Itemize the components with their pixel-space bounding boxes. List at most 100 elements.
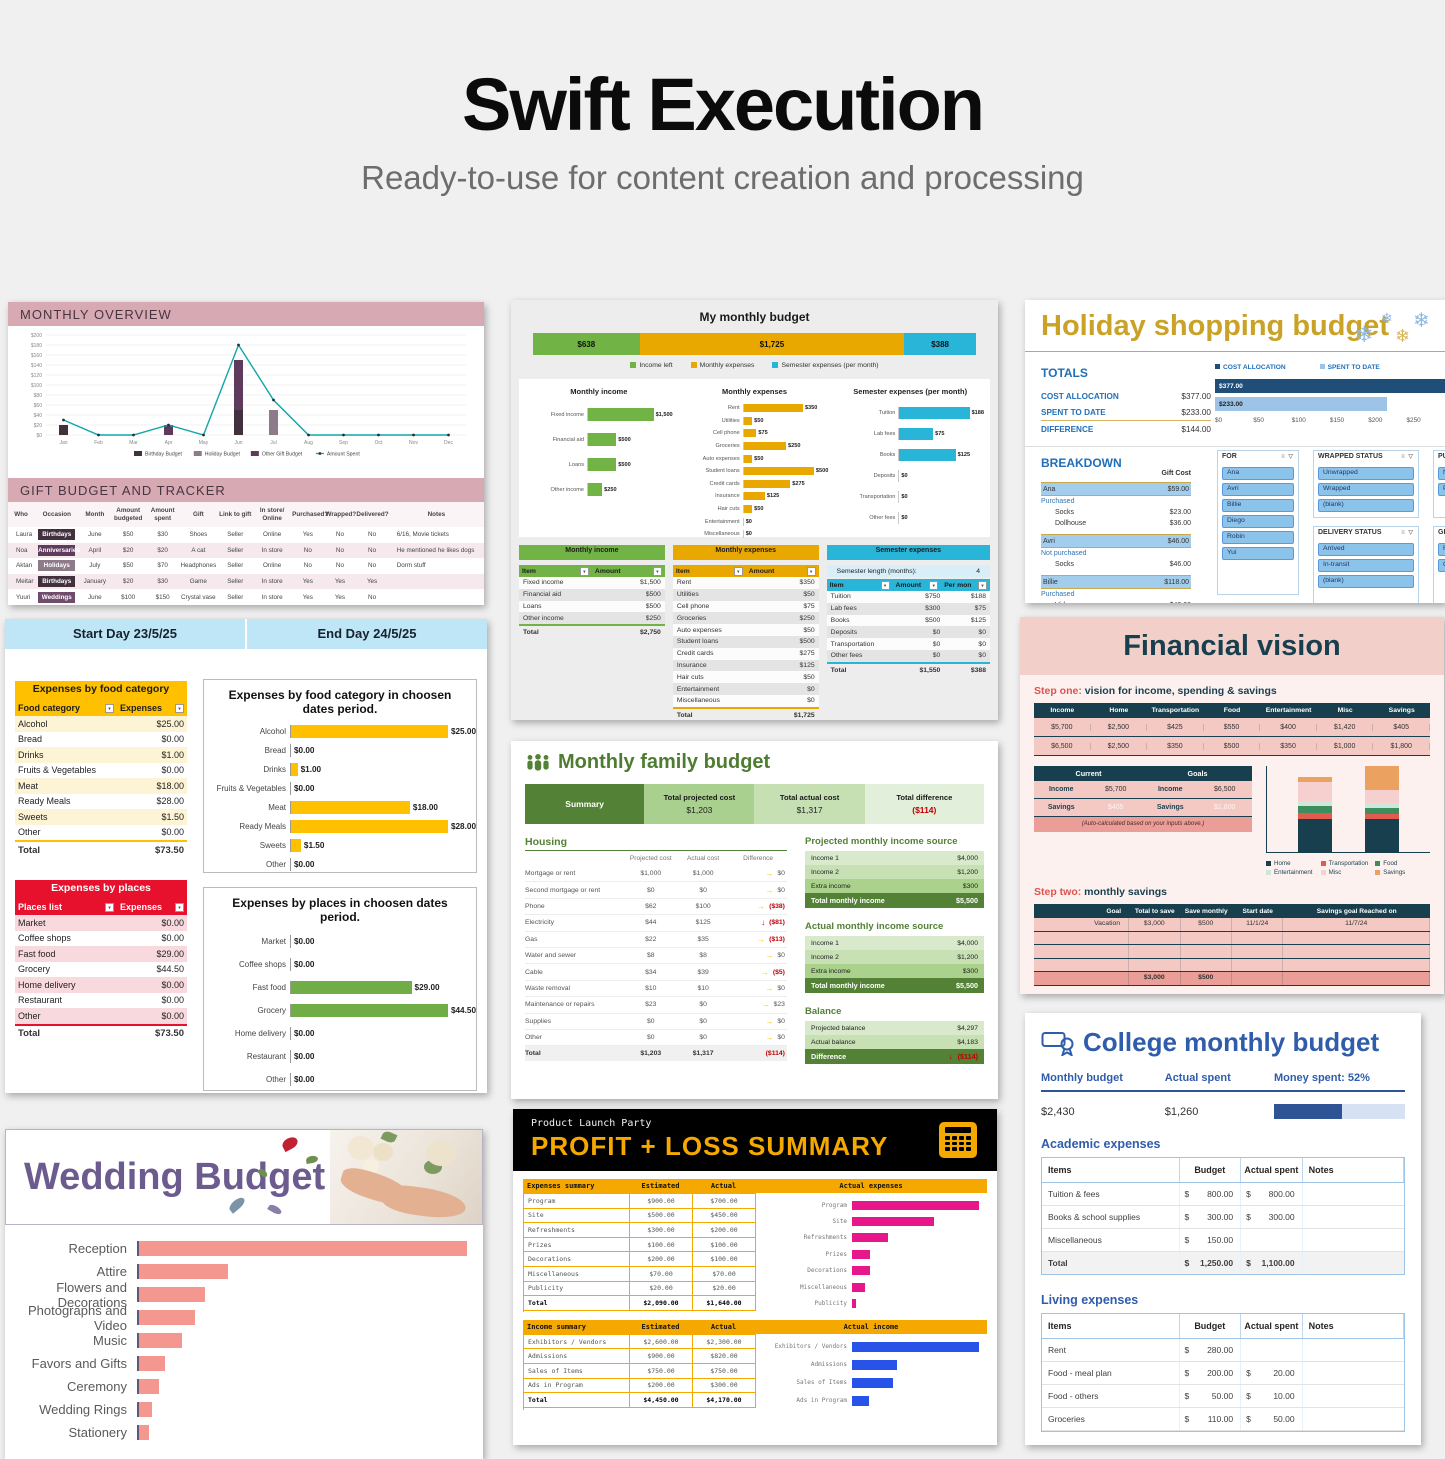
cell-who: Meitar bbox=[8, 578, 34, 585]
income-row: Extra income$300 bbox=[805, 964, 984, 978]
cell: $3,000 bbox=[1129, 918, 1180, 931]
bar bbox=[899, 407, 969, 419]
bar-row: Prizes bbox=[756, 1246, 987, 1262]
chart-rows: Rent $350 Utilities $50 Cell phone $75 G… bbox=[681, 402, 829, 541]
financial-vision-panel: Financial vision Step one: vision for in… bbox=[1020, 617, 1444, 994]
bar bbox=[588, 483, 602, 496]
filter-dropdown-icon[interactable]: ▾ bbox=[175, 704, 184, 713]
petal-decoration bbox=[280, 1135, 299, 1152]
filter-dropdown-icon[interactable]: ▾ bbox=[105, 704, 114, 713]
filter-dropdown-icon[interactable]: ▾ bbox=[653, 567, 662, 576]
gift-combo-chart: $0$20$40$60$80$100$120$140$160$180$200Ja… bbox=[16, 327, 476, 473]
cell-spent: $150 bbox=[146, 594, 179, 601]
total-row: Total$1,550$388 bbox=[827, 662, 990, 677]
bar bbox=[139, 1333, 182, 1348]
slicer-item[interactable]: Robin bbox=[1222, 531, 1294, 544]
money-spent-progress-bar bbox=[1274, 1104, 1405, 1119]
spent-to-date-bar: $233.00 bbox=[1215, 397, 1387, 411]
cell-notes: 6/16, Movie tickets bbox=[389, 531, 484, 538]
gift-link[interactable]: Seller bbox=[217, 562, 253, 569]
bar-segment bbox=[1365, 819, 1399, 852]
expenses-table: Program$900.00$700.00 Site$500.00$450.00… bbox=[523, 1193, 756, 1312]
gift-link[interactable]: Seller bbox=[217, 594, 253, 601]
slicer-item[interactable]: Avri bbox=[1222, 483, 1294, 496]
legend-item: Entertainment bbox=[1266, 869, 1321, 876]
bar-row: Financial aid $500 bbox=[525, 427, 673, 452]
pnl-header: Product Launch Party PROFIT + LOSS SUMMA… bbox=[513, 1109, 997, 1171]
filter-dropdown-icon[interactable]: ▾ bbox=[881, 581, 890, 590]
cell-budgeted: $50 bbox=[110, 531, 146, 538]
column-header: Wrapped? bbox=[324, 509, 355, 521]
gift-link[interactable]: Seller bbox=[217, 531, 253, 538]
academic-expenses-heading: Academic expenses bbox=[1041, 1137, 1405, 1151]
svg-text:$20: $20 bbox=[34, 423, 43, 429]
budget-overview-stacked-bar: $638$1,725$388 bbox=[533, 333, 976, 355]
filter-dropdown-icon[interactable]: ▾ bbox=[807, 567, 816, 576]
bar-row: Loans $500 bbox=[525, 452, 673, 477]
slicer-item[interactable]: Fa bbox=[1438, 543, 1445, 556]
table-row: Water and sewer $8 $8 $0 bbox=[525, 948, 787, 964]
filter-dropdown-icon[interactable]: ▾ bbox=[580, 567, 589, 576]
bar-row: Admissions bbox=[756, 1356, 987, 1374]
category-chart-panel: Expenses by food category in choosen dat… bbox=[203, 679, 477, 873]
slicer-item[interactable]: Wrapped bbox=[1318, 483, 1414, 496]
slicer-item[interactable]: Ge bbox=[1438, 559, 1445, 572]
breakdown-row: Not purchased bbox=[1041, 548, 1191, 559]
bar-row: Market $0.00 bbox=[204, 930, 476, 953]
filter-dropdown-icon[interactable]: ▾ bbox=[734, 567, 743, 576]
total-row: Total$4,450.00$4,170.00 bbox=[524, 1393, 756, 1408]
breakdown-row: Socks$23.00 bbox=[1041, 507, 1191, 518]
slicer-item[interactable]: (blank) bbox=[1318, 575, 1414, 588]
slicer-tools-icon[interactable]: ≡ ▽ bbox=[1401, 529, 1414, 540]
slicer-item[interactable]: (blank) bbox=[1318, 499, 1414, 512]
table-row: Exhibitors / Vendors$2,600.00$2,300.00 bbox=[524, 1335, 756, 1350]
gift-link[interactable]: Seller bbox=[217, 547, 253, 554]
slicer-item[interactable]: Arrived bbox=[1318, 543, 1414, 556]
bar-row: Grocery $44.50 bbox=[204, 999, 476, 1022]
summary-difference: Total difference ($114) bbox=[865, 784, 984, 824]
axis-tick: $200 bbox=[1368, 417, 1382, 424]
actual-spent-header: Actual spent bbox=[1165, 1072, 1274, 1084]
bar bbox=[744, 505, 752, 513]
cell bbox=[1232, 972, 1283, 985]
total-row: Total$73.50 bbox=[15, 840, 187, 858]
breakdown-heading: BREAKDOWN bbox=[1041, 456, 1191, 470]
slicer-tools-icon[interactable]: ≡ ▽ bbox=[1281, 453, 1294, 464]
gift-link[interactable]: Seller bbox=[217, 578, 253, 585]
axis-tick: $50 bbox=[1253, 417, 1264, 424]
cell-delivered: No bbox=[355, 594, 388, 601]
bar bbox=[744, 404, 803, 412]
slicer-item[interactable]: Pu bbox=[1438, 483, 1445, 496]
slicer-item[interactable]: Billie bbox=[1222, 499, 1294, 512]
bar bbox=[588, 408, 654, 421]
slicer-item[interactable]: Unwrapped bbox=[1318, 467, 1414, 480]
total-row: Total$2,750 bbox=[519, 624, 665, 639]
slicer-item[interactable]: Ana bbox=[1222, 467, 1294, 480]
slicer-item[interactable]: In-transit bbox=[1318, 559, 1414, 572]
column-header: Home bbox=[1091, 707, 1148, 714]
breakdown-row: Socks$46.00 bbox=[1041, 559, 1191, 570]
slicer-item[interactable]: No bbox=[1438, 467, 1445, 480]
family-icon bbox=[525, 754, 551, 772]
column-header: Income bbox=[1034, 707, 1091, 714]
slicer-item[interactable]: Diego bbox=[1222, 515, 1294, 528]
filter-dropdown-icon[interactable]: ▾ bbox=[929, 581, 938, 590]
table-row: Food - others $50.00 $10.00 bbox=[1042, 1385, 1404, 1408]
bar bbox=[852, 1378, 893, 1388]
table-row: Utilities$50 bbox=[673, 589, 819, 601]
legend-swatch bbox=[630, 362, 636, 368]
table-row: Insurance$125 bbox=[673, 660, 819, 672]
filter-dropdown-icon[interactable]: ▾ bbox=[105, 903, 114, 912]
slicer-item[interactable]: Yui bbox=[1222, 547, 1294, 560]
college-title: College monthly budget bbox=[1025, 1013, 1421, 1058]
bar bbox=[139, 1264, 228, 1279]
slicer-tools-icon[interactable]: ≡ ▽ bbox=[1401, 453, 1414, 464]
column-header: Purchased? bbox=[291, 509, 324, 521]
bar bbox=[744, 467, 814, 475]
filter-dropdown-icon[interactable]: ▾ bbox=[175, 903, 184, 912]
filter-dropdown-icon[interactable]: ▾ bbox=[978, 581, 987, 590]
family-budget-title: Monthly family budget bbox=[511, 741, 998, 774]
